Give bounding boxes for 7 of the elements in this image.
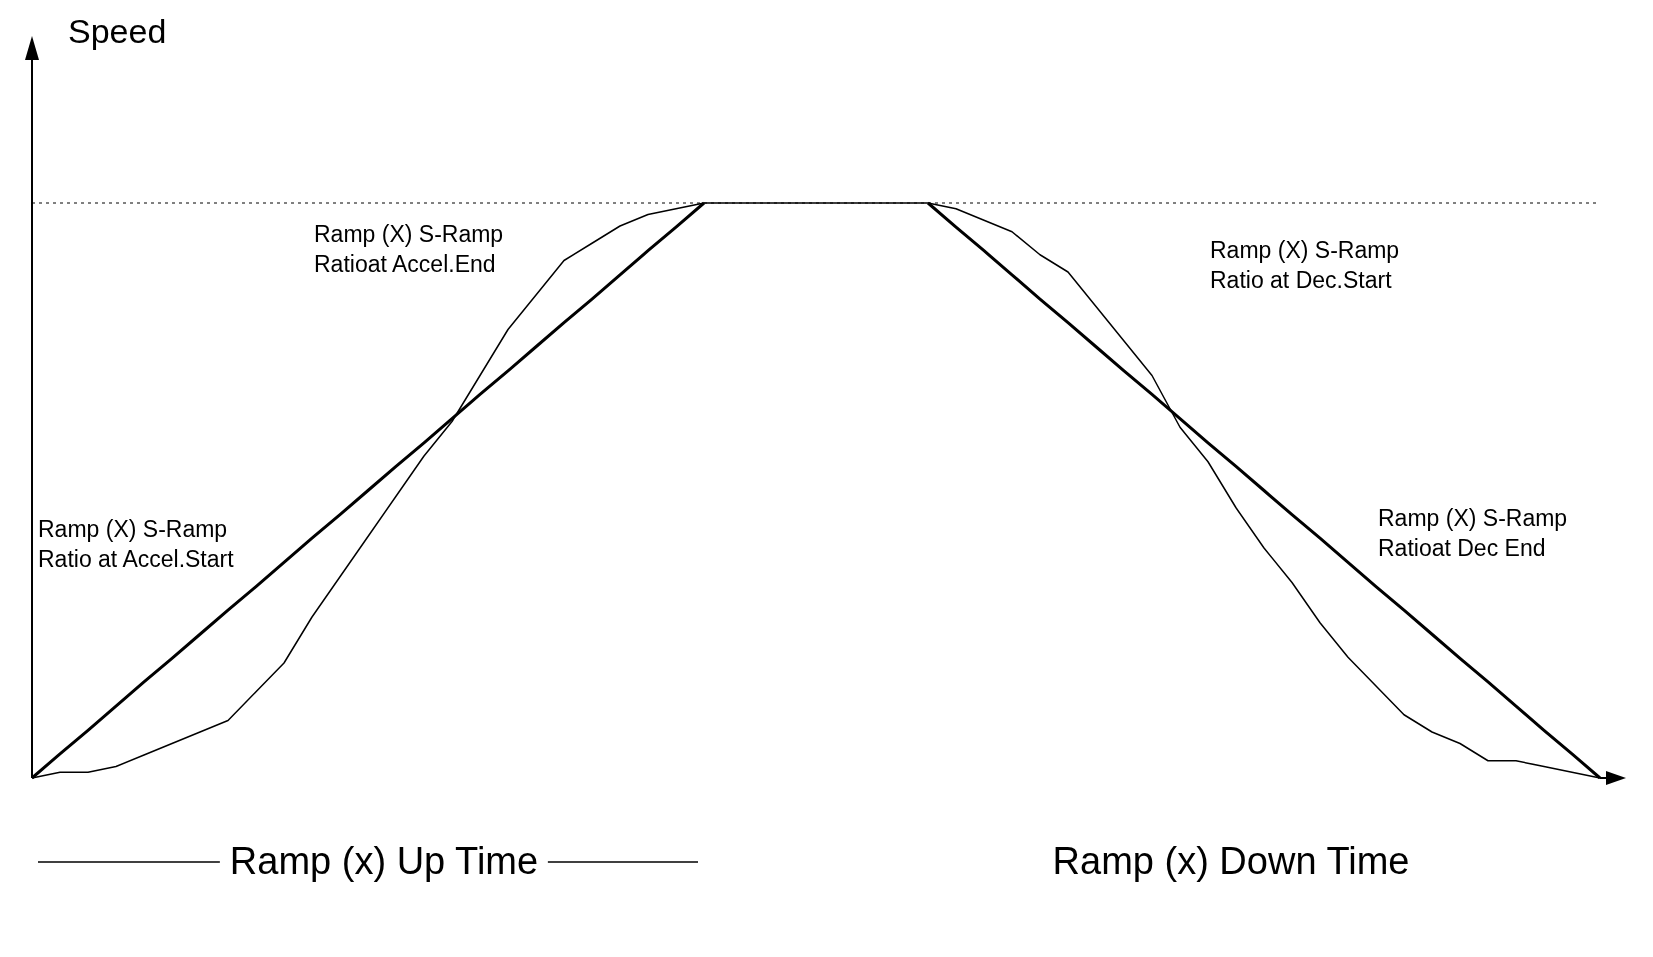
annotation: Ramp (X) S-Ramp Ratioat Dec End [1378, 504, 1568, 563]
annotation: Ramp (X) S-Ramp Ratioat Accel.End [314, 220, 504, 279]
annotation: Ramp (X) S-Ramp Ratio at Dec.Start [1210, 236, 1400, 295]
y-axis-title: Speed [68, 12, 167, 51]
text: Ramp (x) Down Time [1042, 840, 1420, 883]
text: Ramp (x) Up Time [219, 840, 549, 883]
annotation: Ramp (X) S-Ramp Ratio at Accel.Start [38, 515, 234, 574]
